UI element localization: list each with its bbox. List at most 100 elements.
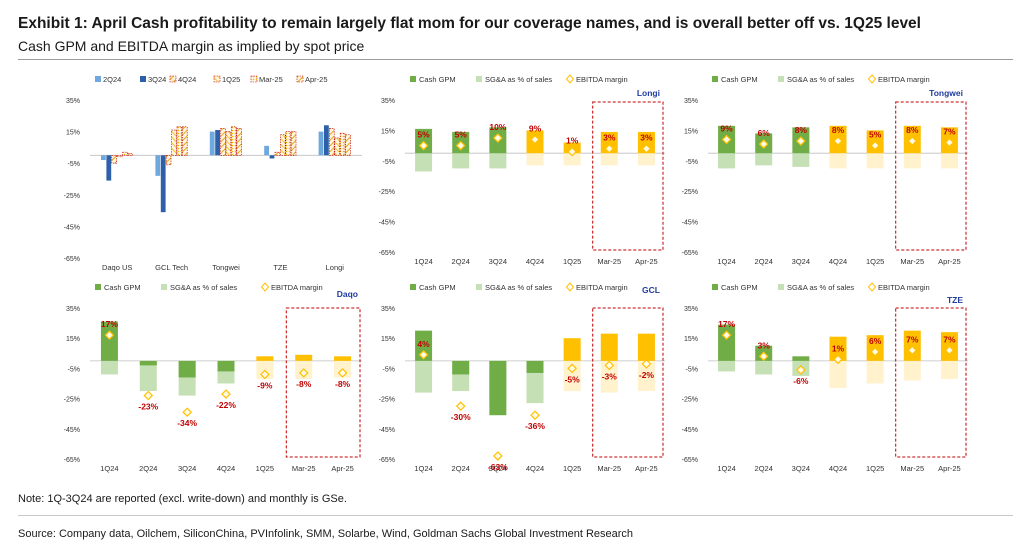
ebitda-label: -30% bbox=[451, 412, 471, 422]
chart-panel-tongwei: 35% 15% -5% -25% -45% -65% Cash GPM SG&A as % o… bbox=[682, 74, 968, 266]
bar bbox=[165, 155, 172, 166]
cash-gpm-bar bbox=[217, 360, 235, 372]
forecast-box bbox=[895, 101, 967, 251]
sga-bar bbox=[940, 360, 958, 379]
y-tick-label: -65% bbox=[64, 256, 80, 263]
y-tick-label: -25% bbox=[64, 397, 80, 404]
legend-diamond bbox=[565, 282, 575, 292]
ebitda-marker bbox=[758, 351, 769, 362]
x-tick-label: 2Q24 bbox=[139, 464, 157, 473]
bar bbox=[155, 155, 161, 176]
y-tick-label: 15% bbox=[66, 336, 80, 343]
bar bbox=[106, 155, 112, 181]
legend-swatch bbox=[161, 284, 167, 290]
ebitda-marker bbox=[143, 390, 154, 401]
ebitda-label: 1% bbox=[832, 343, 845, 353]
legend-swatch bbox=[476, 76, 482, 82]
sga-bar bbox=[600, 360, 618, 393]
legend-diamond bbox=[867, 74, 877, 84]
ebitda-label: 10% bbox=[489, 122, 506, 132]
cash-gpm-bar bbox=[600, 131, 618, 154]
bar bbox=[215, 130, 220, 156]
ebitda-label: -8% bbox=[296, 379, 312, 389]
ebitda-label: -23% bbox=[138, 402, 158, 412]
legend-label: Cash GPM bbox=[104, 283, 141, 292]
legend-label: 3Q24 bbox=[148, 75, 166, 84]
ebitda-marker bbox=[455, 140, 466, 151]
bar bbox=[280, 134, 286, 156]
sga-bar bbox=[100, 360, 118, 375]
sga-bar bbox=[415, 360, 433, 393]
bar bbox=[225, 131, 232, 156]
bar bbox=[236, 128, 242, 156]
x-tick-label: 1Q24 bbox=[717, 464, 735, 473]
x-tick-label: 3Q24 bbox=[489, 464, 507, 473]
x-tick-label: 1Q24 bbox=[717, 257, 735, 266]
ebitda-marker bbox=[907, 136, 918, 146]
legend-swatch bbox=[778, 76, 784, 82]
ebitda-marker bbox=[641, 359, 652, 369]
x-tick-label: 4Q24 bbox=[829, 257, 847, 266]
sga-bar bbox=[903, 153, 921, 169]
ebitda-marker bbox=[721, 134, 732, 145]
x-tick-label: Apr-25 bbox=[635, 257, 658, 266]
sga-bar bbox=[792, 153, 810, 167]
cash-gpm-bar bbox=[178, 360, 196, 378]
sga-bar bbox=[866, 360, 884, 384]
y-tick-label: -65% bbox=[379, 457, 395, 464]
ebitda-label: -34% bbox=[177, 418, 197, 428]
ebitda-marker bbox=[104, 330, 115, 341]
y-tick-label: -25% bbox=[379, 189, 395, 196]
x-tick-label: 3Q24 bbox=[792, 464, 810, 473]
x-tick-label: Mar-25 bbox=[900, 464, 924, 473]
legend-swatch bbox=[778, 284, 784, 290]
x-tick-label: 3Q24 bbox=[178, 464, 196, 473]
ebitda-marker bbox=[870, 140, 880, 151]
bar bbox=[339, 132, 346, 156]
sga-bar bbox=[940, 153, 958, 169]
x-tick-label: 4Q24 bbox=[526, 464, 544, 473]
x-tick-label: GCL Tech bbox=[155, 263, 188, 272]
sga-bar bbox=[563, 153, 581, 166]
cash-gpm-bar bbox=[100, 321, 118, 361]
y-tick-label: -5% bbox=[383, 366, 395, 373]
ebitda-label: -9% bbox=[257, 380, 273, 390]
cash-gpm-bar bbox=[526, 360, 544, 373]
sga-bar bbox=[866, 153, 884, 169]
ebitda-marker bbox=[260, 369, 270, 380]
cash-gpm-bar bbox=[718, 324, 736, 361]
title-divider bbox=[18, 59, 1013, 60]
x-tick-label: Longi bbox=[326, 263, 345, 272]
legend-label: EBITDA margin bbox=[878, 283, 930, 292]
source-line: Source: Company data, Oilchem, SiliconCh… bbox=[18, 528, 634, 540]
legend-swatch bbox=[250, 75, 258, 83]
panel-name: TZE bbox=[947, 295, 963, 305]
forecast-box bbox=[285, 307, 361, 458]
ebitda-marker bbox=[567, 363, 577, 374]
legend-label: EBITDA margin bbox=[878, 75, 930, 84]
bar bbox=[334, 137, 340, 156]
cash-gpm-bar bbox=[256, 356, 274, 361]
ebitda-marker bbox=[455, 401, 466, 411]
cash-gpm-bar bbox=[489, 360, 507, 416]
legend-swatch bbox=[712, 76, 718, 82]
x-tick-label: Mar-25 bbox=[292, 464, 316, 473]
ebitda-marker bbox=[944, 137, 955, 148]
legend-swatch bbox=[410, 284, 416, 290]
bar bbox=[329, 128, 335, 156]
x-tick-label: 3Q24 bbox=[792, 257, 810, 266]
ebitda-marker bbox=[530, 134, 540, 145]
page-title: Exhibit 1: April Cash profitability to r… bbox=[18, 15, 921, 32]
legend-swatch bbox=[169, 75, 177, 83]
bar bbox=[285, 131, 291, 156]
y-tick-label: -25% bbox=[682, 397, 698, 404]
legend-diamond bbox=[565, 74, 575, 84]
bar bbox=[318, 131, 324, 156]
cash-gpm-bar bbox=[452, 360, 470, 375]
ebitda-label: 7% bbox=[906, 334, 919, 344]
legend-label: 2Q24 bbox=[103, 75, 121, 84]
ebitda-label: 5% bbox=[869, 130, 882, 140]
legend-swatch bbox=[140, 76, 146, 82]
x-tick-label: Apr-25 bbox=[635, 464, 658, 473]
y-tick-label: -25% bbox=[682, 189, 698, 196]
